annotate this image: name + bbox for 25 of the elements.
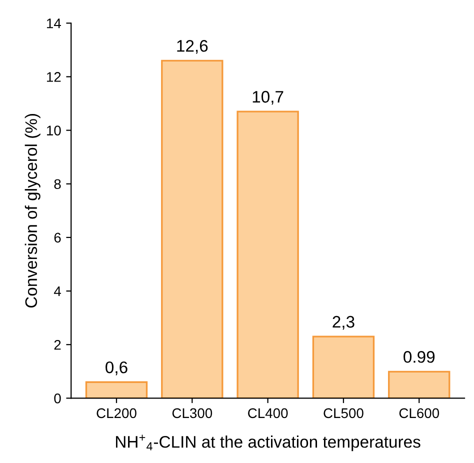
x-axis-title: NH$^{+}$$_{4}$-CLIN at the activation temperatures <box>116 434 420 452</box>
y-tick-label: 12 <box>46 72 61 82</box>
x-tick-label: CL200 <box>96 408 136 418</box>
y-tick-label: 0 <box>54 394 61 404</box>
y-tick-label: 2 <box>54 340 61 350</box>
y-tick-label: 14 <box>46 18 61 28</box>
y-axis-title: Conversion of glycerol (%) <box>24 114 40 308</box>
x-tick-label: CL400 <box>248 408 288 418</box>
x-tick-label: CL300 <box>172 408 212 418</box>
data-label: 0.99 <box>404 351 435 363</box>
y-tick-label: 6 <box>54 232 61 243</box>
data-label: 0,6 <box>106 361 128 376</box>
bar <box>388 370 450 398</box>
y-tick-label: 10 <box>46 126 61 136</box>
y-tick-label: 4 <box>54 286 61 296</box>
bar <box>236 110 299 398</box>
data-label: 2,3 <box>332 316 354 330</box>
bar <box>85 381 148 398</box>
x-tick-label: CL600 <box>399 408 440 418</box>
x-tick-label: CL500 <box>324 408 364 418</box>
data-label: 10,7 <box>252 90 284 105</box>
bar <box>312 336 375 398</box>
y-tick-label: 8 <box>54 179 61 190</box>
data-label: 12,6 <box>177 40 208 54</box>
bar <box>161 60 224 398</box>
